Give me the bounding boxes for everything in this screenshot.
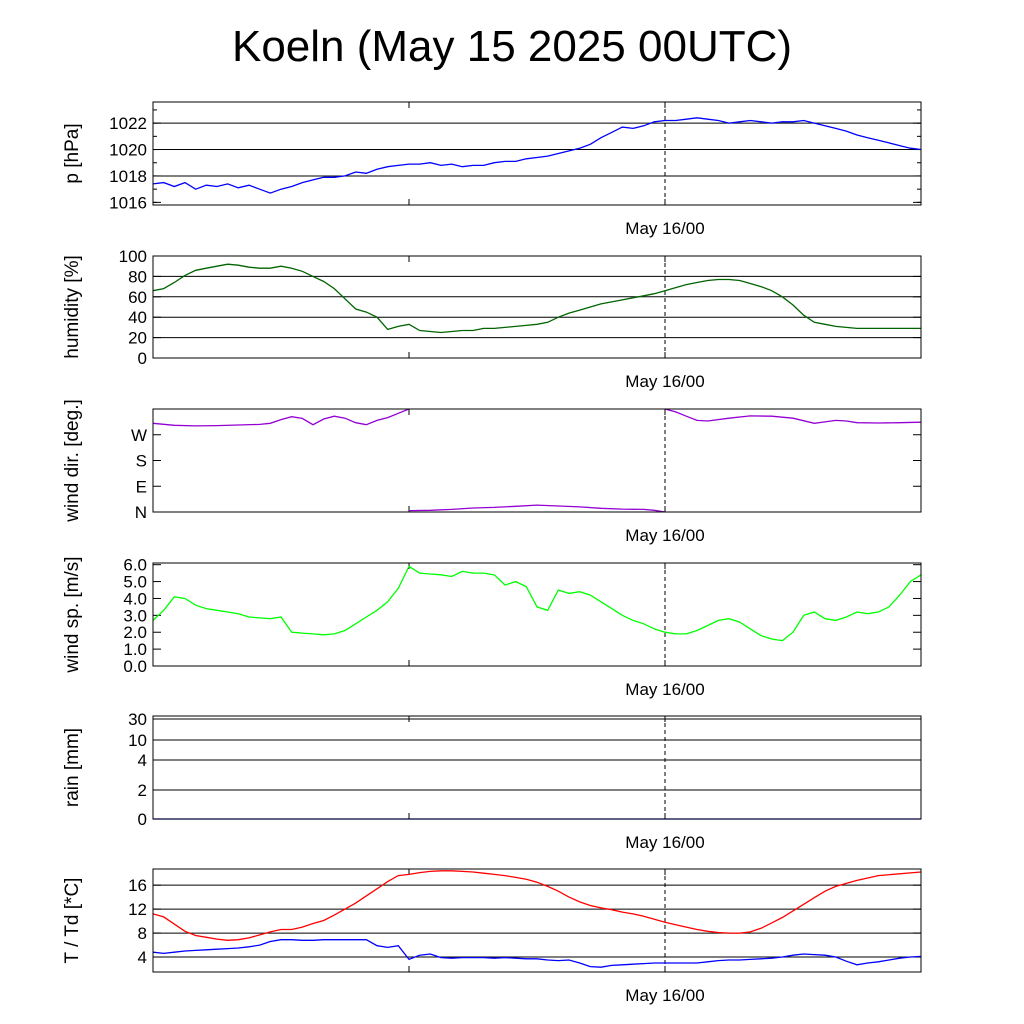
y-tick-label: 1022 [109, 114, 147, 133]
y-axis-label: wind sp. [m/s] [62, 556, 83, 673]
series-line-2 [152, 939, 922, 968]
panel-frame [152, 868, 922, 973]
y-axis-label: humidity [%] [62, 255, 83, 358]
y-axis-label: wind dir. [deg.] [62, 399, 83, 523]
series-line-2 [408, 504, 666, 513]
y-axis-label: rain [mm] [62, 728, 83, 807]
panel-frame [152, 562, 922, 667]
series-line-3 [664, 408, 922, 424]
series-line-1 [152, 117, 922, 194]
series-line-1 [152, 565, 922, 642]
y-tick-label: 40 [128, 308, 147, 327]
panel-frame [152, 408, 922, 513]
y-tick-label: 1016 [109, 193, 147, 212]
series-line-1 [152, 408, 410, 427]
y-tick-label: 6.0 [123, 556, 147, 575]
y-tick-label: 100 [119, 247, 147, 266]
y-tick-label: 0.0 [123, 657, 147, 676]
y-tick-label: 4 [138, 948, 147, 967]
x-axis-label: May 16/00 [625, 833, 704, 852]
series-line-1 [152, 870, 922, 941]
y-tick-label: 20 [128, 329, 147, 348]
y-tick-label: 0 [138, 810, 147, 829]
panel-6: 4 8 12 16 T / Td [*C] May 16/00 [62, 868, 922, 1005]
x-axis-label: May 16/00 [625, 986, 704, 1005]
y-tick-label: W [131, 426, 147, 445]
y-tick-label: 80 [128, 267, 147, 286]
y-tick-label: 2.0 [123, 623, 147, 642]
panel-5: 0 2 410 30 rain [mm] May 16/00 [62, 710, 922, 852]
y-tick-label: S [136, 452, 147, 471]
y-tick-label: 10 [128, 731, 147, 750]
y-tick-label: 4.0 [123, 589, 147, 608]
y-tick-label: 4 [138, 751, 147, 770]
y-tick-label: 3.0 [123, 606, 147, 625]
panel-1: 1016 1018 1020 1022 p [hPa] May 16/00 [62, 101, 922, 238]
y-tick-label: 5.0 [123, 573, 147, 592]
chart-title: Koeln (May 15 2025 00UTC) [231, 22, 793, 71]
y-tick-label: 0 [138, 349, 147, 368]
panel-frame [152, 715, 922, 820]
y-tick-label: 16 [128, 876, 147, 895]
x-axis-label: May 16/00 [625, 219, 704, 238]
x-axis-label: May 16/00 [625, 372, 704, 391]
y-tick-label: 1018 [109, 167, 147, 186]
y-tick-label: 60 [128, 288, 147, 307]
y-tick-label: 12 [128, 900, 147, 919]
y-tick-label: 1.0 [123, 640, 147, 659]
y-tick-label: N [135, 503, 147, 522]
x-axis-label: May 16/00 [625, 526, 704, 545]
x-axis-label: May 16/00 [625, 680, 704, 699]
y-tick-label: E [136, 477, 147, 496]
y-tick-label: 1020 [109, 141, 147, 160]
panel-frame [152, 101, 922, 206]
series-line-1 [152, 263, 921, 334]
y-axis-label: p [hPa] [62, 123, 83, 183]
panel-frame [152, 255, 922, 359]
y-tick-label: 2 [138, 781, 147, 800]
y-axis-label: T / Td [*C] [62, 878, 83, 964]
panel-4: 0.01.02.03.04.05.06.0 wind sp. [m/s] May 1… [62, 556, 922, 699]
y-tick-label: 30 [128, 710, 147, 729]
y-tick-label: 8 [138, 924, 147, 943]
